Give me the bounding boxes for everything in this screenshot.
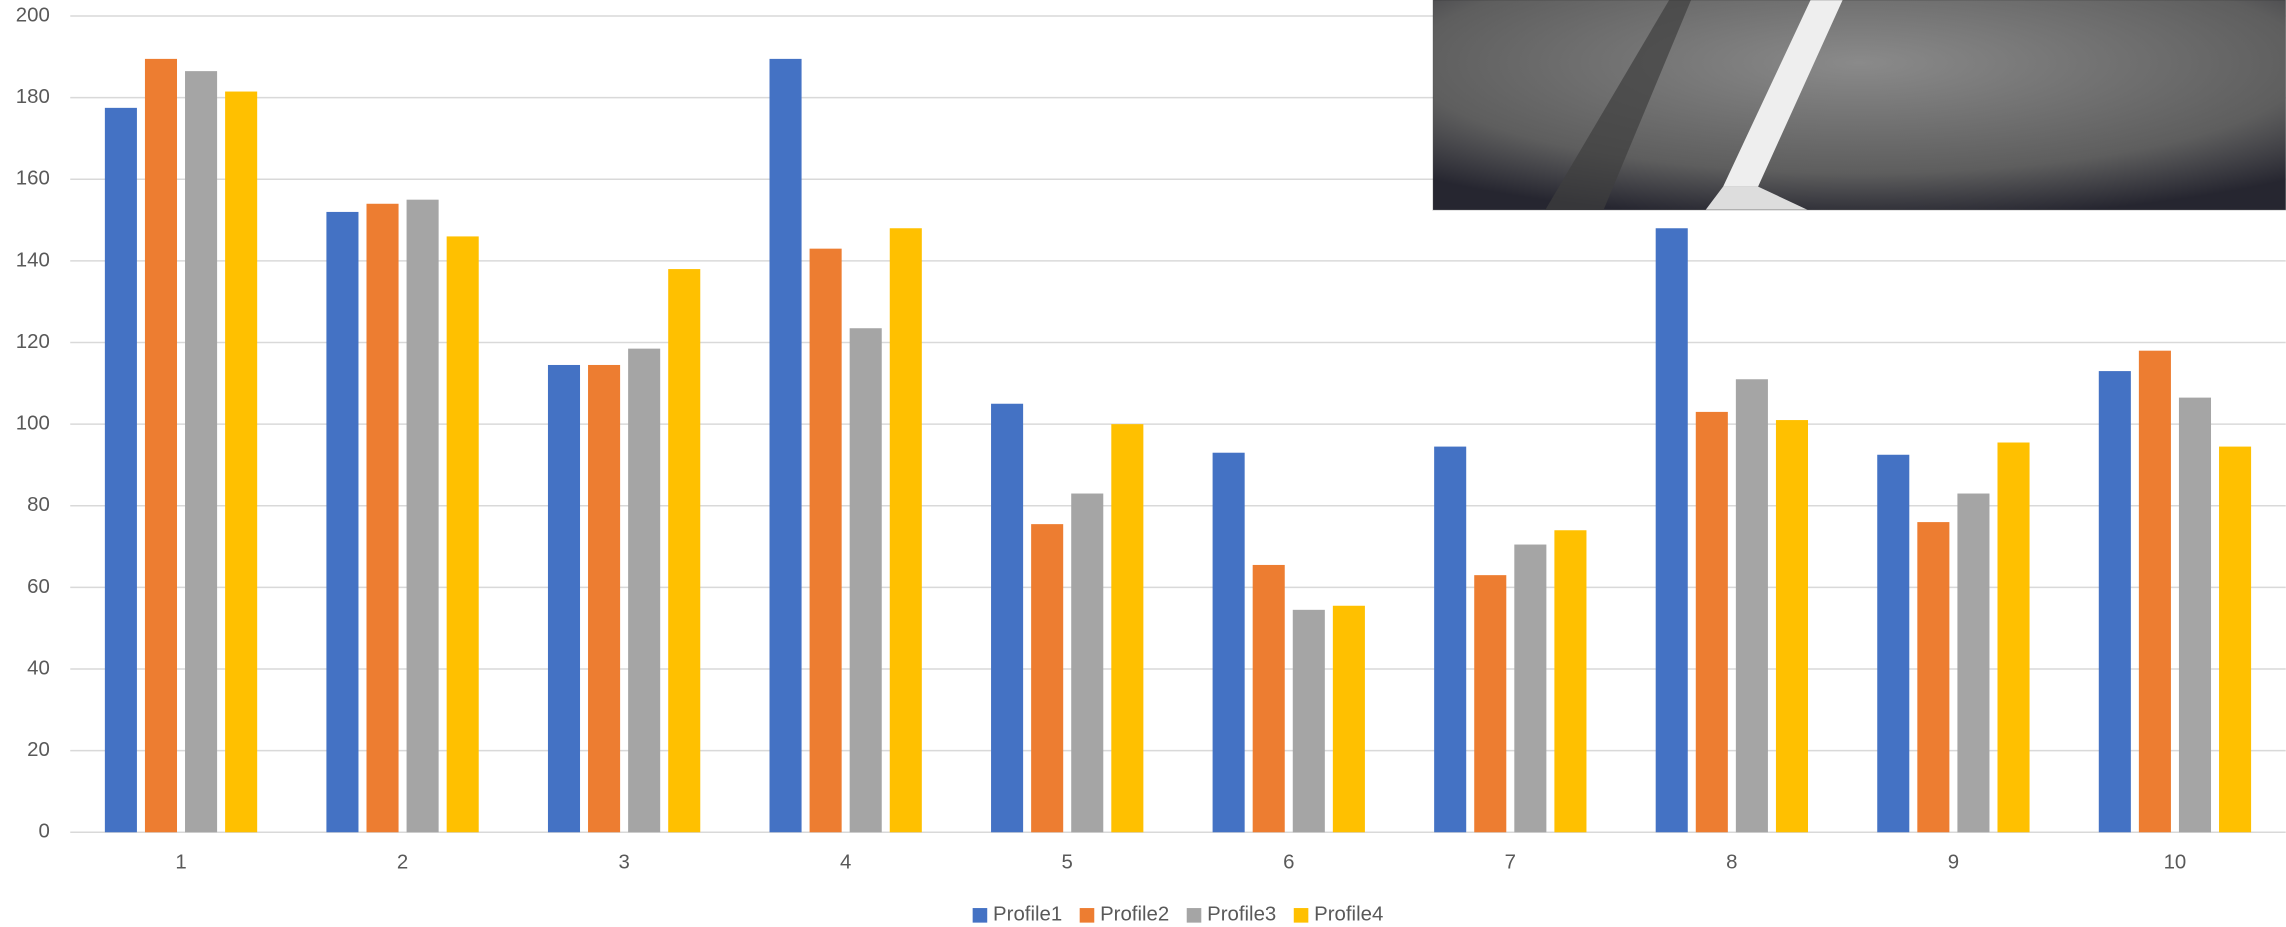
bar: [628, 349, 660, 833]
x-tick-label: 6: [1283, 851, 1294, 873]
bar: [105, 108, 137, 832]
legend-swatch: [973, 908, 988, 923]
y-tick-label: 40: [27, 657, 50, 679]
y-tick-label: 160: [16, 168, 50, 190]
bar: [1293, 610, 1325, 832]
bar: [1997, 443, 2029, 833]
bar: [2219, 447, 2251, 833]
legend-swatch: [1187, 908, 1202, 923]
x-tick-label: 2: [397, 851, 408, 873]
bar: [1917, 522, 1949, 832]
bar: [1031, 524, 1063, 832]
bar: [548, 365, 580, 832]
bar: [1776, 420, 1808, 832]
y-tick-label: 80: [27, 494, 50, 516]
bar: [2139, 351, 2171, 833]
bar: [810, 249, 842, 833]
bar: [991, 404, 1023, 833]
x-tick-label: 7: [1505, 851, 1516, 873]
bar: [588, 365, 620, 832]
bar: [2179, 398, 2211, 833]
legend-label: Profile4: [1314, 904, 1383, 926]
legend-label: Profile3: [1207, 904, 1276, 926]
chart: 0 20 40 60 80 100 120 140 160 180 200 1 2 3 4 5 6 7 8 9 10 Pr…: [0, 0, 2286, 927]
x-tick-label: 4: [840, 851, 851, 873]
bar: [1696, 412, 1728, 832]
bar: [145, 59, 177, 832]
bar: [850, 328, 882, 832]
x-tick-label: 10: [2164, 851, 2187, 873]
y-tick-label: 20: [27, 739, 50, 761]
bar: [447, 236, 479, 832]
bar: [1736, 379, 1768, 832]
bar: [1434, 447, 1466, 833]
bar: [770, 59, 802, 832]
bar: [1514, 545, 1546, 833]
y-tick-label: 100: [16, 413, 50, 435]
bar: [1554, 530, 1586, 832]
bar: [1877, 455, 1909, 833]
y-tick-label: 180: [16, 86, 50, 108]
y-tick-label: 200: [16, 4, 50, 26]
bar: [1213, 453, 1245, 833]
y-tick-label: 0: [38, 821, 49, 843]
bar: [1111, 424, 1143, 832]
bar: [407, 200, 439, 833]
bar: [1474, 575, 1506, 832]
bar: [1253, 565, 1285, 832]
y-tick-label: 60: [27, 576, 50, 598]
bar: [890, 228, 922, 832]
legend-swatch: [1080, 908, 1095, 923]
x-tick-label: 5: [1062, 851, 1073, 873]
x-tick-label: 1: [175, 851, 186, 873]
y-tick-label: 120: [16, 331, 50, 353]
bar: [185, 71, 217, 832]
x-tick-label: 3: [618, 851, 629, 873]
bar: [1333, 606, 1365, 833]
legend-swatch: [1294, 908, 1309, 923]
legend-label: Profile1: [993, 904, 1062, 926]
bar: [1957, 494, 1989, 833]
photo-inset: [1433, 0, 2286, 210]
bar: [2099, 371, 2131, 832]
bar: [1071, 494, 1103, 833]
bar: [326, 212, 358, 832]
bar: [1656, 228, 1688, 832]
x-tick-label: 8: [1726, 851, 1737, 873]
bar: [225, 92, 257, 833]
y-tick-label: 140: [16, 249, 50, 271]
bar: [366, 204, 398, 832]
legend-label: Profile2: [1100, 904, 1169, 926]
x-tick-label: 9: [1948, 851, 1959, 873]
bar: [668, 269, 700, 832]
